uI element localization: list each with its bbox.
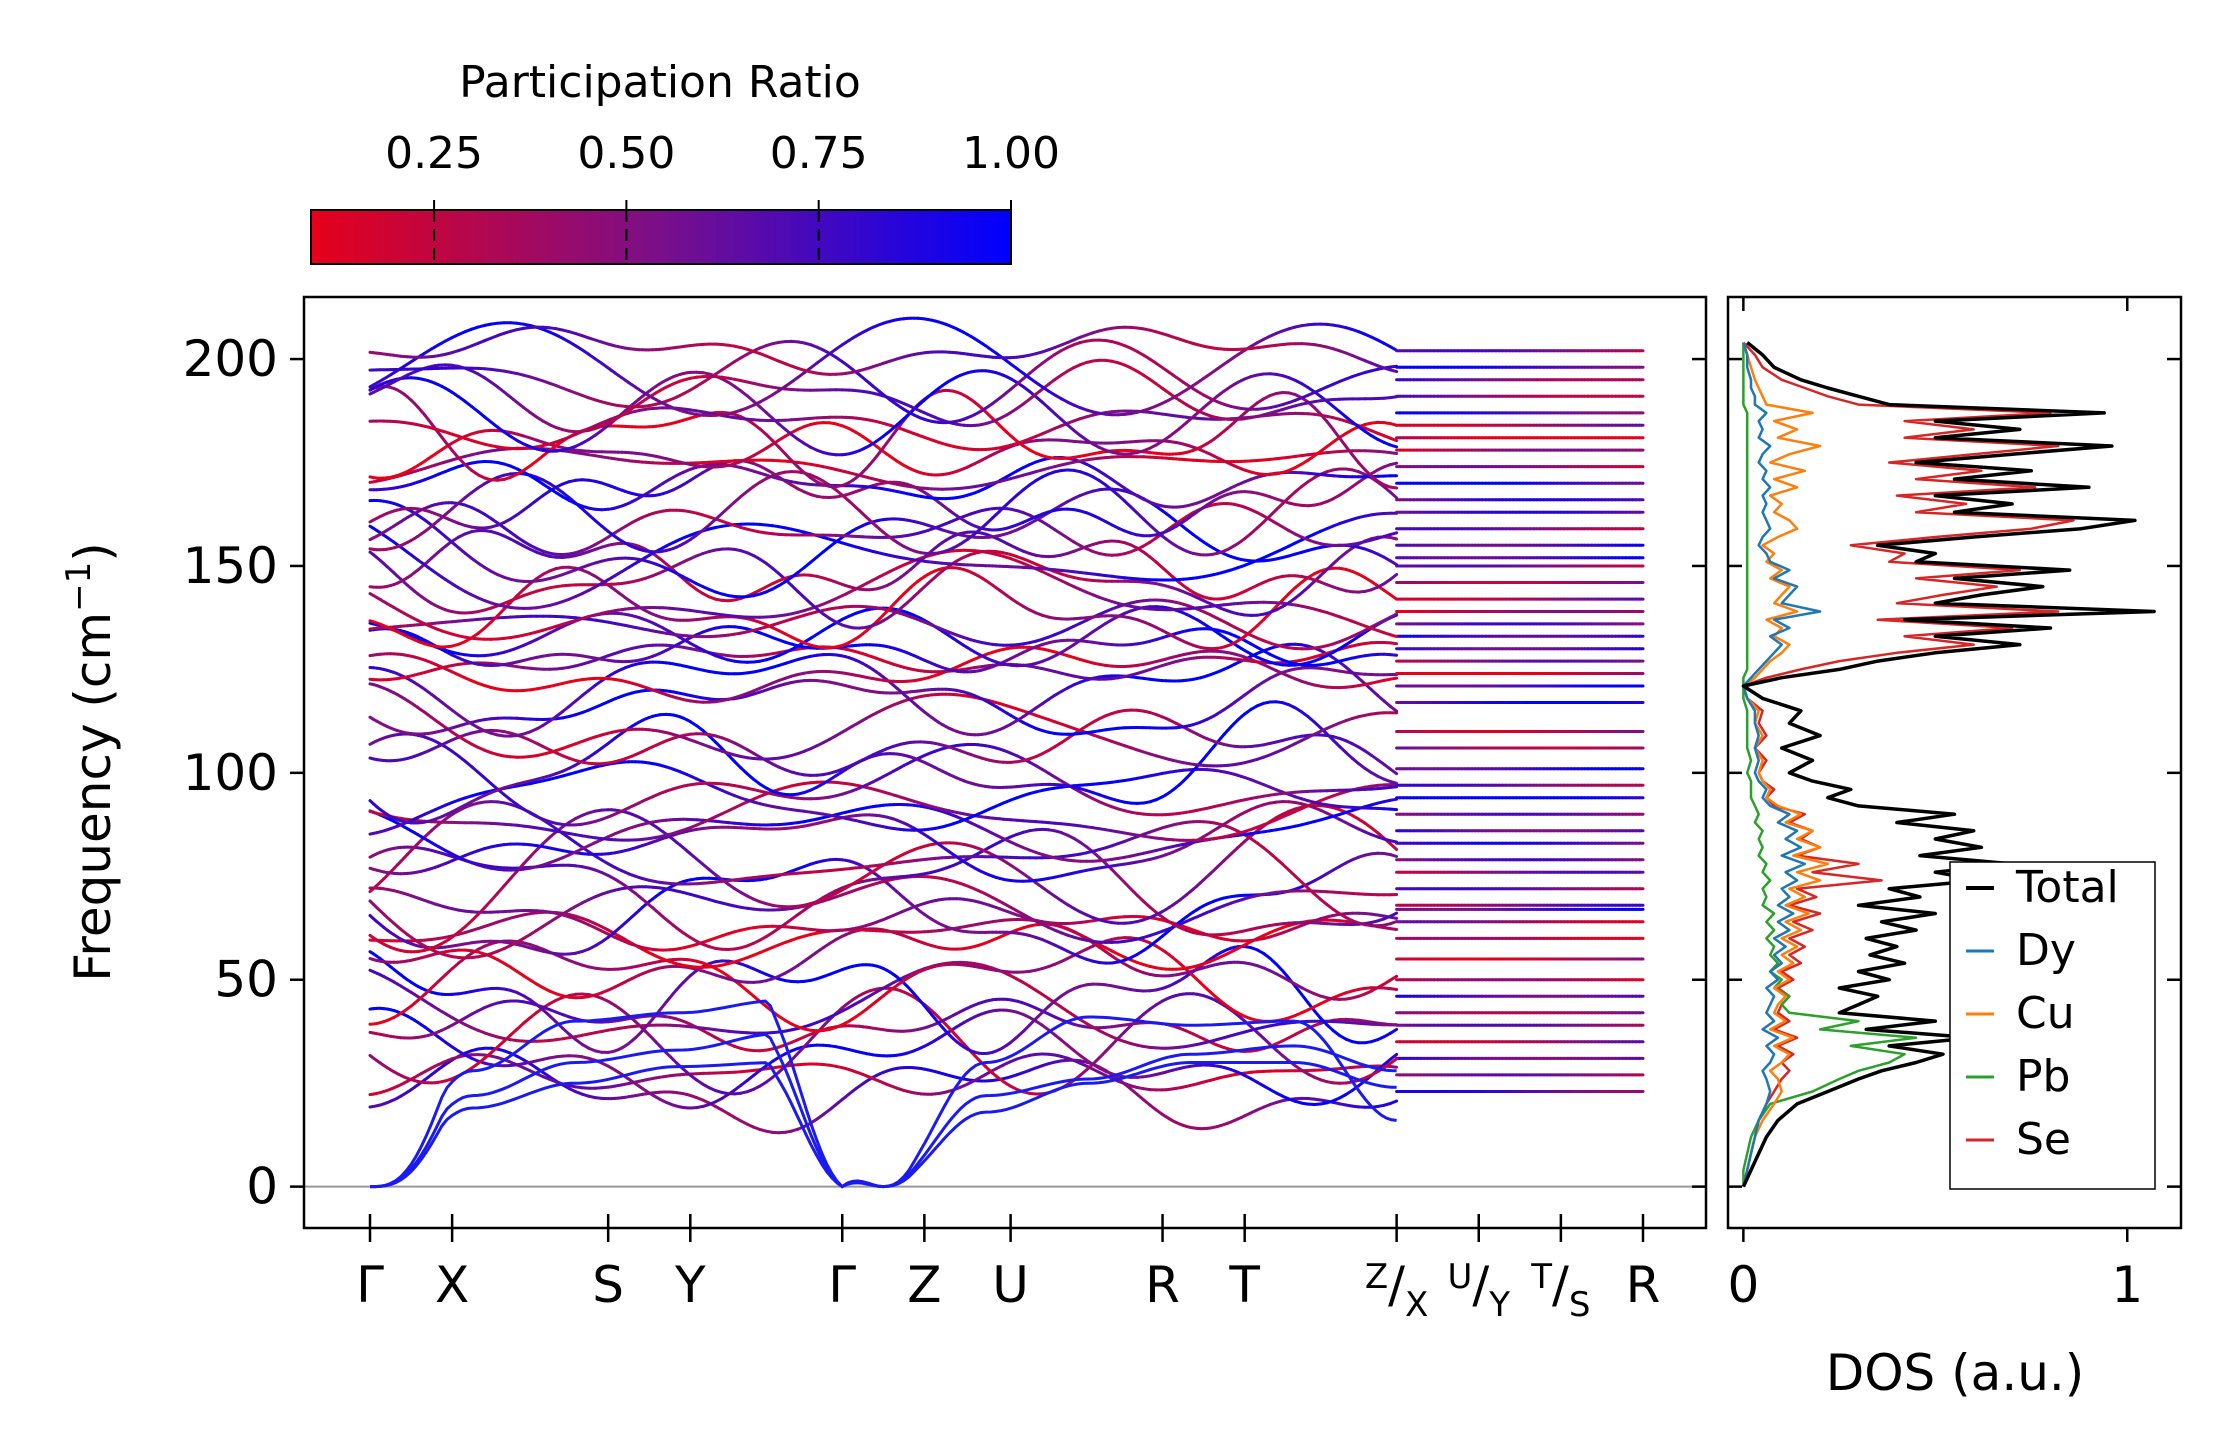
band-segment [802, 1038, 813, 1049]
colorbar: Participation Ratio 0.25 0.50 0.75 1.00 [310, 57, 1060, 265]
band-segment [1388, 1057, 1399, 1065]
band-segment [1388, 1052, 1399, 1061]
band-segment [1388, 927, 1399, 931]
band-segment [1388, 839, 1399, 844]
colorbar-ticks: 0.25 0.50 0.75 1.00 [385, 128, 1060, 264]
colorbar-tick-label: 0.75 [770, 128, 868, 179]
colorbar-tick-label: 0.25 [385, 128, 483, 179]
band-segment [1388, 1027, 1399, 1035]
band-segment [1104, 1043, 1114, 1053]
band-segment [1388, 1099, 1399, 1105]
colorbar-title: Participation Ratio [459, 57, 861, 108]
colorbar-gradient [310, 209, 1012, 265]
band-segment [1097, 1049, 1108, 1060]
band-segment [821, 1018, 832, 1028]
band-segment [809, 1031, 819, 1042]
band-segment [1388, 920, 1399, 926]
band-segment [1300, 993, 1310, 1005]
band-segment [1388, 842, 1399, 851]
band-segment [1116, 1030, 1127, 1040]
colorbar-tick-label: 1.00 [962, 128, 1060, 179]
band-segment [1388, 987, 1399, 991]
colorbar-tick-label: 0.50 [577, 128, 675, 179]
band-segment [796, 1045, 806, 1055]
band-segment [790, 1051, 800, 1062]
band-lines [304, 316, 1706, 1189]
band-segment [1388, 911, 1399, 918]
band-segment [1388, 1065, 1399, 1069]
band-segment [1388, 853, 1399, 858]
